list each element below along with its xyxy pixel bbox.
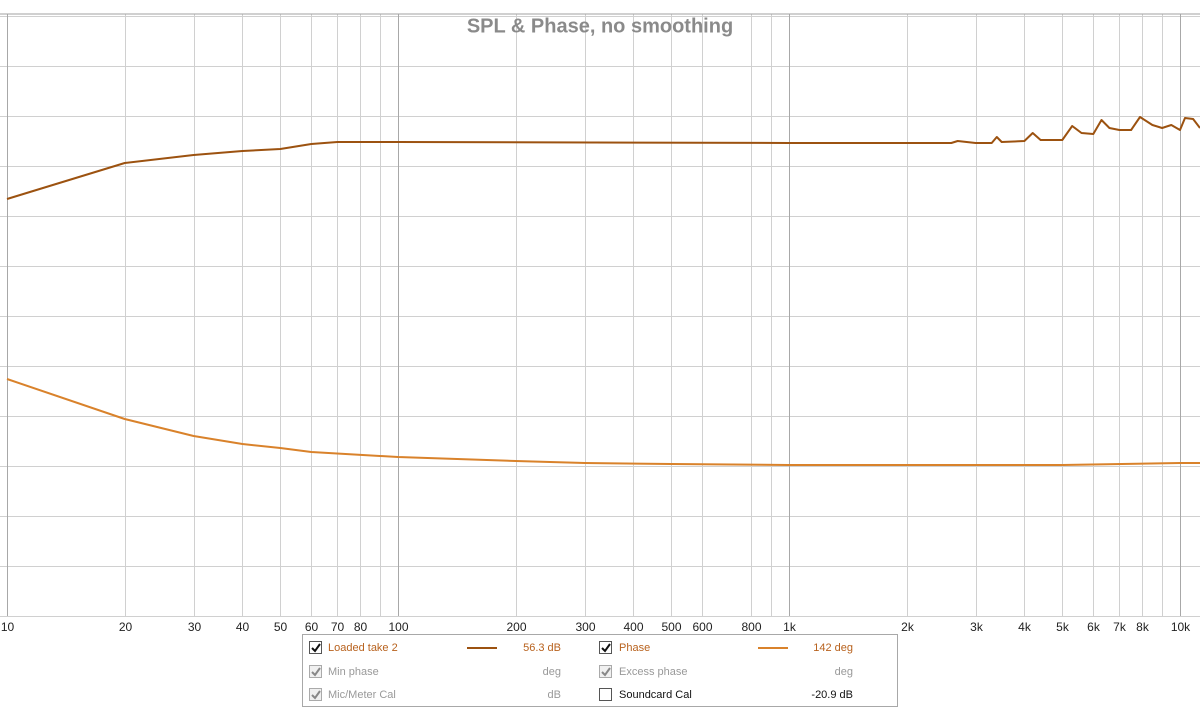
x-tick-label: 4k — [1018, 620, 1032, 634]
x-tick-label: 8k — [1136, 620, 1150, 634]
checkmark — [601, 667, 611, 677]
x-tick-label: 500 — [661, 620, 681, 634]
x-tick-label: 50 — [274, 620, 288, 634]
grid — [0, 14, 1200, 617]
checkmark — [311, 667, 321, 677]
legend-label: Min phase — [328, 666, 379, 678]
x-tick-label: 6k — [1087, 620, 1101, 634]
x-tick-label: 70 — [331, 620, 345, 634]
plot — [6, 116, 1200, 466]
x-tick-label: 80 — [354, 620, 368, 634]
legend-label: Excess phase — [619, 666, 687, 678]
legend-readout: 56.3 dB — [523, 642, 561, 654]
x-tick-label: 5k — [1056, 620, 1070, 634]
checkmark — [311, 643, 321, 653]
legend-label: Phase — [619, 642, 650, 654]
series-line — [6, 116, 1200, 200]
x-tick-label: 10k — [1171, 620, 1191, 634]
x-tick-label: 10 — [1, 620, 15, 634]
x-tick-label: 7k — [1113, 620, 1127, 634]
legend-readout: 142 deg — [813, 642, 853, 654]
x-axis: 10 20 30 40 50 60 70 80 100 200 300 400 500 600 800 1k 2… — [1, 620, 1191, 634]
chart-title: SPL & Phase, no smoothing — [467, 15, 733, 37]
legend-readout: -20.9 dB — [811, 689, 853, 701]
checkmark — [601, 643, 611, 653]
legend-readout: dB — [548, 689, 561, 701]
x-tick-label: 400 — [623, 620, 643, 634]
x-tick-label: 30 — [188, 620, 202, 634]
x-tick-label: 40 — [236, 620, 250, 634]
legend-label: Loaded take 2 — [328, 642, 398, 654]
legend-readout: deg — [835, 666, 853, 678]
x-tick-label: 3k — [970, 620, 984, 634]
series-line — [6, 378, 1200, 466]
x-tick-label: 600 — [692, 620, 712, 634]
legend: Loaded take 2 56.3 dB Phase 142 deg Min phas… — [309, 641, 853, 701]
x-tick-label: 20 — [119, 620, 133, 634]
x-tick-label: 300 — [575, 620, 595, 634]
x-tick-label: 200 — [506, 620, 526, 634]
x-tick-label: 2k — [901, 620, 915, 634]
checkbox[interactable] — [599, 688, 612, 701]
x-tick-label: 800 — [741, 620, 761, 634]
x-tick-label: 100 — [388, 620, 408, 634]
legend-label: Soundcard Cal — [619, 689, 692, 701]
legend-label: Mic/Meter Cal — [328, 689, 396, 701]
checkmark — [311, 690, 321, 700]
legend-readout: deg — [543, 666, 561, 678]
x-tick-label: 60 — [305, 620, 319, 634]
x-tick-label: 1k — [783, 620, 797, 634]
